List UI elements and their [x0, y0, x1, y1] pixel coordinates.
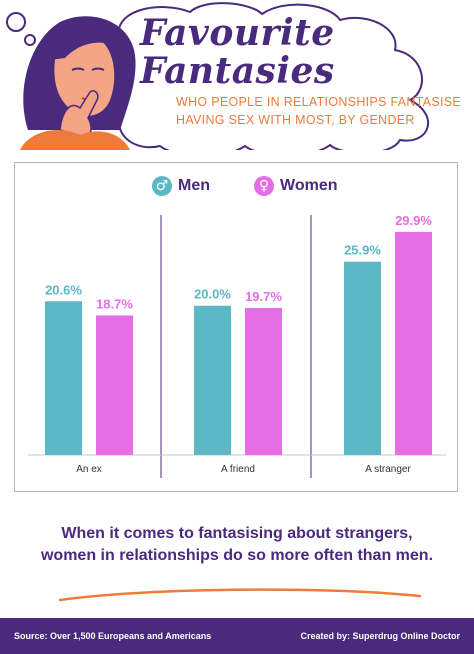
page-title: Favourite Fantasies	[140, 14, 335, 90]
bar-men-1	[194, 305, 231, 455]
legend-label-men: Men	[178, 177, 210, 194]
data-label: 29.9%	[395, 213, 432, 228]
data-label: 20.6%	[45, 282, 82, 297]
legend-item-women: ♀ Women	[254, 176, 337, 196]
footer: Source: Over 1,500 Europeans and America…	[0, 618, 474, 654]
bar-men-0	[45, 301, 82, 455]
data-label: 20.0%	[194, 287, 231, 302]
category-label: A friend	[221, 464, 255, 475]
title-line-1: Favourite	[140, 12, 335, 54]
legend-label-women: Women	[280, 177, 338, 194]
data-label: 18.7%	[96, 296, 133, 311]
male-symbol-icon: ♂	[152, 176, 172, 196]
category-label: A stranger	[365, 464, 411, 475]
subtitle-line-2: HAVING SEX WITH MOST, BY GENDER	[176, 113, 415, 127]
subtitle-line-1: WHO PEOPLE IN RELATIONSHIPS FANTASISE	[176, 95, 462, 109]
chart-panel	[14, 162, 458, 492]
caption-line-1: When it comes to fantasising about stran…	[61, 525, 413, 542]
bar-men-2	[344, 261, 381, 455]
bar-women-0	[96, 315, 133, 455]
title-line-2: Fantasies	[140, 50, 335, 92]
female-symbol-icon: ♀	[254, 176, 274, 196]
page-subtitle: WHO PEOPLE IN RELATIONSHIPS FANTASISE HA…	[176, 93, 461, 129]
bar-women-2	[395, 231, 432, 455]
data-label: 19.7%	[245, 289, 282, 304]
bar-chart: 20.6% 18.7% An ex 20.0% 19.7% A friend 25.9% 29…	[28, 213, 446, 478]
woman-portrait-icon	[20, 16, 136, 150]
chart-caption: When it comes to fantasising about stran…	[0, 523, 474, 567]
decorative-underline	[58, 588, 422, 602]
thought-bubble-illustration	[6, 2, 430, 150]
bar-women-1	[245, 307, 282, 455]
category-label: An ex	[76, 464, 102, 475]
footer-credit: Created by: Superdrug Online Doctor	[300, 631, 460, 641]
chart-legend: ♂ Men ♀ Women	[0, 176, 474, 202]
legend-item-men: ♂ Men	[152, 176, 210, 196]
caption-line-2: women in relationships do so more often …	[40, 547, 434, 564]
header: Favourite Fantasies WHO PEOPLE IN RELATI…	[0, 0, 474, 150]
footer-source: Source: Over 1,500 Europeans and America…	[14, 631, 212, 641]
data-label: 25.9%	[344, 243, 381, 258]
